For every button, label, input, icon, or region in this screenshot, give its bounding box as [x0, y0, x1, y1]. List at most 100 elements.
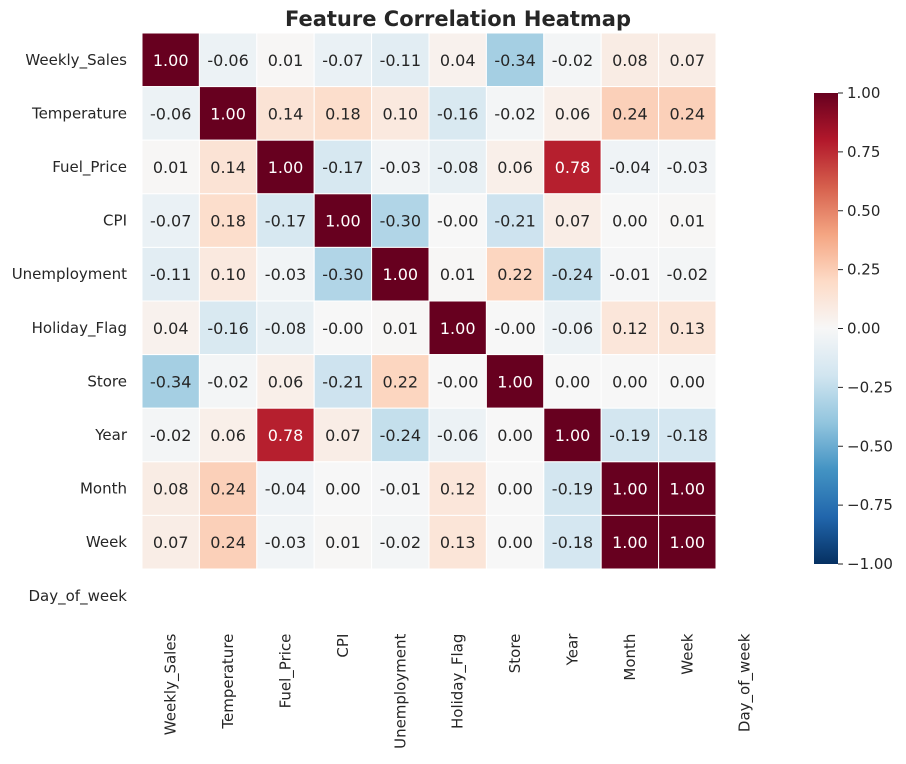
row-tick-label: Holiday_Flag: [32, 319, 127, 338]
column-tick-label: Fuel_Price: [277, 634, 296, 709]
column-tick-label: Holiday_Flag: [449, 634, 468, 729]
column-tick-label: Unemployment: [391, 633, 409, 748]
cell-annotation: 0.12: [612, 319, 648, 338]
cell-annotation: -0.01: [609, 265, 650, 284]
heatmap-cell: [658, 407, 717, 463]
cell-annotation: -0.24: [380, 426, 421, 445]
cell-annotation: 0.78: [555, 158, 591, 177]
colorbar: 1.00 0.75 0.50 0.25 0.00 −0.25 −0.50 −0.75 −1.00: [814, 84, 893, 573]
heatmap-cell: [543, 461, 602, 516]
cell-annotation: 0.18: [210, 212, 246, 231]
cell-annotation: 0.24: [669, 104, 705, 123]
heatmap-cell: [371, 514, 430, 570]
cell-annotation: -0.19: [609, 426, 650, 445]
heatmap-cell: [658, 139, 717, 195]
cell-annotation: -0.06: [207, 51, 248, 70]
cell-annotation: 0.14: [268, 104, 304, 123]
colorbar-gradient: [814, 93, 838, 564]
cell-annotation: -0.18: [667, 426, 708, 445]
cell-annotation: 0.01: [325, 533, 361, 552]
cell-annotation: -0.03: [380, 158, 421, 177]
cell-annotation: 0.24: [612, 104, 648, 123]
row-tick-label: Year: [94, 426, 128, 444]
heatmap-cell: [141, 32, 200, 88]
heatmap-cell: [428, 193, 487, 248]
column-tick-label: CPI: [334, 634, 352, 658]
row-tick-label: Weekly_Sales: [25, 51, 127, 70]
cell-annotation: -0.06: [150, 104, 191, 123]
heatmap-cell: [658, 193, 717, 248]
cell-annotation: 0.04: [440, 51, 476, 70]
row-tick-label: Unemployment: [12, 265, 127, 283]
cell-annotation: -0.00: [437, 212, 478, 231]
cell-annotation: -0.02: [667, 265, 708, 284]
cell-annotation: -0.02: [380, 533, 421, 552]
cell-annotation: 0.07: [669, 51, 705, 70]
cell-annotation: 0.22: [382, 372, 418, 391]
cell-annotation: -0.34: [494, 51, 535, 70]
cell-annotation: -0.11: [380, 51, 421, 70]
cell-annotation: 1.00: [497, 372, 533, 391]
cell-annotation: 0.07: [153, 533, 189, 552]
heatmap-cell: [428, 514, 487, 570]
cell-annotation: -0.00: [322, 319, 363, 338]
heatmap-cell: [600, 300, 660, 356]
heatmap-cell: [256, 32, 315, 88]
heatmap-cell: [141, 193, 200, 248]
heatmap-cell: [600, 514, 660, 570]
heatmap-cell: [256, 461, 315, 516]
cell-annotation: -0.04: [609, 158, 650, 177]
cell-annotation: -0.02: [207, 372, 248, 391]
row-tick-label: Month: [80, 480, 127, 498]
cell-annotation: 0.10: [382, 104, 418, 123]
heatmap-cell: [543, 139, 602, 195]
colorbar-tick-label: −0.50: [847, 437, 893, 455]
cell-annotation: -0.34: [150, 372, 191, 391]
heatmap-cell: [485, 193, 545, 248]
cell-annotation: -0.07: [150, 212, 191, 231]
row-tick-label: Fuel_Price: [52, 158, 127, 177]
column-tick-label: Day_of_week: [736, 633, 755, 732]
heatmap-cell: [313, 86, 373, 141]
cell-annotation: 1.00: [268, 158, 304, 177]
cell-annotation: 1.00: [325, 212, 361, 231]
cell-annotation: 0.13: [669, 319, 705, 338]
heatmap-cells: 1.00 -0.06 0.01 -0.07 -0.11 0.04 -0.34 -0.02 0.0…: [141, 32, 717, 570]
heatmap-cell: [141, 461, 200, 516]
cell-annotation: -0.03: [265, 533, 306, 552]
cell-annotation: -0.16: [437, 104, 478, 123]
column-tick-label: Year: [564, 633, 582, 667]
heatmap-cell: [198, 514, 258, 570]
cell-annotation: 0.00: [325, 480, 361, 499]
cell-annotation: -0.18: [552, 533, 593, 552]
row-tick-labels: Weekly_Sales Temperature Fuel_Price CPI Unem…: [12, 51, 128, 606]
heatmap-cell: [428, 32, 487, 88]
row-tick-label: Week: [86, 533, 127, 551]
cell-annotation: -0.07: [322, 51, 363, 70]
cell-annotation: 1.00: [440, 319, 476, 338]
cell-annotation: 0.18: [325, 104, 361, 123]
heatmap-cell: [658, 514, 717, 570]
cell-annotation: 0.07: [325, 426, 361, 445]
cell-annotation: 1.00: [669, 480, 705, 499]
heatmap-cell: [313, 461, 373, 516]
heatmap-cell: [141, 354, 200, 409]
heatmap-cell: [198, 32, 258, 88]
cell-annotation: 0.06: [268, 372, 304, 391]
heatmap-cell: [543, 407, 602, 463]
heatmap-cell: [543, 246, 602, 302]
heatmap-cell: [198, 461, 258, 516]
heatmap-cell: [543, 354, 602, 409]
cell-annotation: -0.19: [552, 480, 593, 499]
heatmap-cell: [485, 407, 545, 463]
heatmap-cell: [658, 86, 717, 141]
heatmap-cell: [198, 86, 258, 141]
cell-annotation: -0.02: [494, 104, 535, 123]
cell-annotation: -0.17: [322, 158, 363, 177]
heatmap-cell: [256, 407, 315, 463]
heatmap-cell: [313, 300, 373, 356]
heatmap-cell: [371, 407, 430, 463]
cell-annotation: 0.00: [555, 372, 591, 391]
cell-annotation: 1.00: [612, 533, 648, 552]
